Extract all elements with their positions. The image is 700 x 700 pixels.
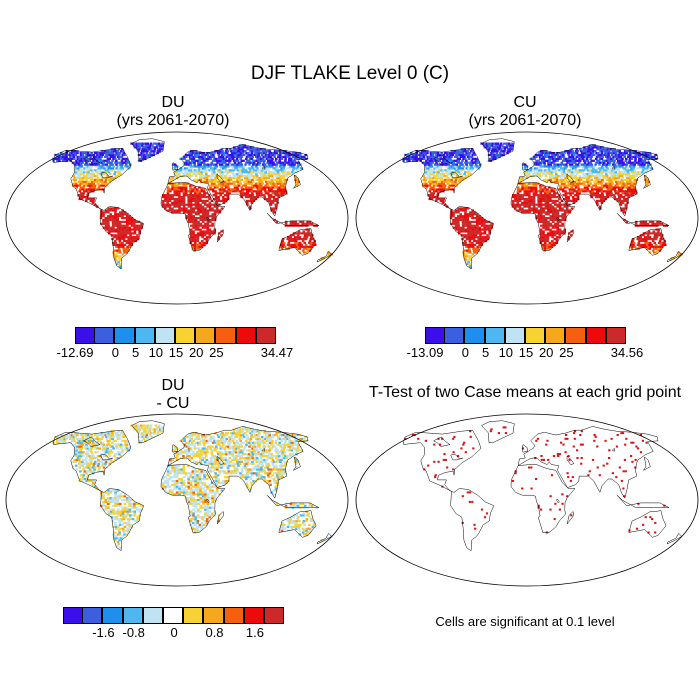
colorbar-tick-label: 1.6 [245, 625, 264, 640]
colorbar-cu: -13.09 0 5 10 15 20 25 34.56 [407, 327, 643, 362]
panel-diff-title: DU - CU [88, 377, 258, 413]
colorbar-swatch [235, 327, 256, 344]
colorbar-tick-label: 34.47 [260, 345, 294, 360]
colorbar-tick-label: 0 [461, 345, 470, 360]
colorbar-tick-label: 20 [188, 345, 204, 360]
panel-cu-name: CU [513, 94, 537, 111]
colorbar-tick-label: 5 [131, 345, 140, 360]
panel-ttest-title: T-Test of two Case means at each grid po… [368, 384, 682, 401]
map-du [5, 131, 349, 305]
map-ttest [355, 413, 699, 587]
colorbar-swatch [142, 607, 163, 624]
colorbar-tick-label: 10 [148, 345, 164, 360]
colorbar-swatch [94, 327, 115, 344]
colorbar-swatch [175, 327, 196, 344]
colorbar-tick-label: 20 [538, 345, 554, 360]
panel-du-years: (yrs 2061-2070) [116, 112, 230, 129]
panel-diff-name: DU [161, 377, 185, 394]
colorbar-swatch [525, 327, 546, 344]
colorbar-tick-label: 0 [111, 345, 120, 360]
colorbar-tick-label: 15 [518, 345, 534, 360]
map-cu [355, 131, 699, 305]
colorbar-swatch [195, 327, 216, 344]
panel-cu-title: CU (yrs 2061-2070) [440, 94, 610, 130]
colorbar-swatch [243, 607, 264, 624]
colorbar-tick-label: 0.8 [205, 625, 224, 640]
colorbar-tick-label: 15 [168, 345, 184, 360]
colorbar-swatch [565, 327, 586, 344]
colorbar-tick-label: 0 [170, 625, 178, 640]
colorbar-tick-label: -12.69 [56, 345, 94, 360]
colorbar-swatch [134, 327, 155, 344]
panel-cu-years: (yrs 2061-2070) [468, 112, 582, 129]
colorbar-swatch [75, 327, 96, 344]
colorbar-swatch [255, 327, 276, 344]
colorbar-swatch [63, 607, 84, 624]
colorbar-tick-label: 5 [481, 345, 490, 360]
colorbar-swatch [504, 327, 525, 344]
colorbar-swatch [223, 607, 244, 624]
colorbar-swatch [122, 607, 143, 624]
colorbar-tick-label: -13.09 [406, 345, 444, 360]
colorbar-swatch [82, 607, 103, 624]
panel-du-name: DU [161, 94, 185, 111]
colorbar-swatch [484, 327, 505, 344]
panel-du-title: DU (yrs 2061-2070) [88, 94, 258, 130]
colorbar-swatch [163, 607, 184, 624]
colorbar-diff: -1.6 -0.8 0 0.8 1.6 [63, 607, 285, 642]
colorbar-swatch [183, 607, 204, 624]
colorbar-swatch [444, 327, 465, 344]
colorbar-swatch [114, 327, 135, 344]
colorbar-swatch [425, 327, 446, 344]
panel-diff-subtitle: - CU [156, 395, 190, 412]
colorbar-tick-label: 25 [559, 345, 574, 360]
colorbar-swatch [154, 327, 175, 344]
colorbar-tick-label: 10 [498, 345, 514, 360]
colorbar-swatch [605, 327, 626, 344]
colorbar-swatch [215, 327, 236, 344]
colorbar-tick-label: -1.6 [92, 625, 115, 640]
map-du-minus-cu [5, 413, 349, 587]
colorbar-tick-label: -0.8 [122, 625, 145, 640]
colorbar-swatch [102, 607, 123, 624]
colorbar-tick-label: 34.56 [610, 345, 644, 360]
colorbar-swatch [585, 327, 606, 344]
colorbar-swatch [464, 327, 485, 344]
colorbar-swatch [545, 327, 566, 344]
colorbar-du: -12.69 0 5 10 15 20 25 34.47 [57, 327, 293, 362]
colorbar-swatch [203, 607, 224, 624]
colorbar-swatch [264, 607, 285, 624]
figure-title: DJF TLAKE Level 0 (C) [250, 63, 450, 84]
colorbar-tick-label: 25 [209, 345, 224, 360]
significance-note: Cells are significant at 0.1 level [435, 614, 615, 629]
